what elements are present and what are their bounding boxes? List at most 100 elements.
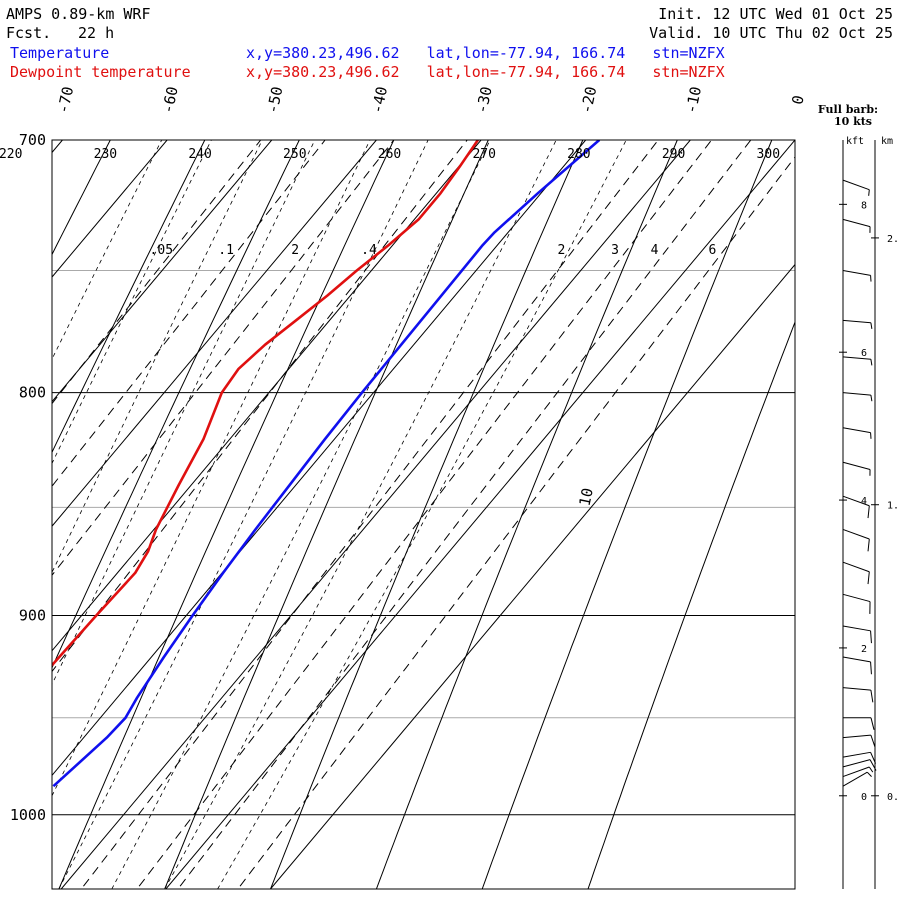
isotherm-label: -10 [682, 85, 705, 115]
legend-temperature-name: Temperature [10, 44, 109, 62]
mixing-ratio-label: .05 [150, 243, 173, 258]
dry-adiabat-label: 280 [567, 147, 590, 162]
isotherm-label: -30 [473, 85, 496, 115]
dry-adiabat [481, 140, 773, 889]
moist-adiabat [52, 140, 163, 360]
wind-barb [842, 734, 876, 747]
wind-barb [842, 593, 871, 614]
temperature-profile [52, 140, 601, 788]
isotherm-label: -70 [54, 85, 77, 115]
mixing-ratio-line [80, 140, 659, 889]
dry-adiabat-label: 220 [0, 147, 22, 162]
mixing-ratio-line [52, 140, 395, 577]
mixing-ratio-label: 3 [611, 243, 619, 258]
dry-adiabat-label: 230 [94, 147, 117, 162]
wind-barb [842, 771, 872, 787]
moist-adiabat [217, 140, 627, 889]
mixing-ratio-label: 2 [557, 243, 565, 258]
pressure-label: 900 [19, 607, 46, 625]
kft-axis-label: kft [846, 136, 864, 147]
dry-adiabat-label: 270 [472, 147, 495, 162]
forecast-hour: 22 h [78, 24, 114, 42]
wind-barbs [842, 179, 877, 787]
wind-barb [842, 427, 872, 439]
mixing-ratio-line [136, 140, 713, 889]
mixing-ratio-line [52, 140, 326, 487]
kft-tick-label: 0 [861, 792, 867, 803]
moist-adiabat [52, 140, 371, 797]
dry-adiabat-label: 260 [378, 147, 401, 162]
wind-barb [842, 625, 872, 644]
wind-barb [842, 528, 870, 552]
isotherm-label: -60 [159, 85, 182, 115]
kft-tick-label: 2 [861, 644, 867, 655]
dry-adiabat-label: 240 [188, 147, 211, 162]
wind-barb [842, 218, 871, 233]
valid-time: Valid. 10 UTC Thu 02 Oct 25 [649, 24, 893, 42]
barb-legend-speed: 10 kts [834, 115, 872, 128]
wind-barb [842, 561, 870, 585]
mixing-ratio-label: .4 [361, 243, 377, 258]
isotherm [60, 140, 691, 889]
dry-adiabat [375, 140, 678, 889]
isotherm [52, 140, 587, 777]
isotherm-label: 10 [576, 486, 597, 507]
wind-barb [842, 461, 871, 476]
dry-adiabat [0, 126, 23, 898]
plot-clip-group [0, 126, 795, 898]
mixing-ratio-label: .1 [218, 243, 234, 258]
diagram-area: 220 230 240 250 260 270 280 290 300 .05 .1 2 .4 2 3 4 6 [0, 126, 796, 898]
pressure-labels: 700 800 900 1000 [10, 131, 46, 824]
plot-frame [51, 139, 796, 890]
isotherm [52, 140, 377, 527]
moist-adiabat [58, 140, 429, 889]
dry-adiabat-label: 300 [757, 147, 780, 162]
forecast-label: Fcst. [6, 24, 51, 42]
wind-barb [842, 356, 873, 366]
kft-tick-label: 6 [861, 348, 867, 359]
legend-temperature-info: x,y=380.23,496.62 lat,lon=-77.94, 166.74… [246, 44, 725, 62]
wind-barb [842, 687, 874, 703]
pressure-label: 700 [19, 131, 46, 149]
isotherm-label: -20 [577, 85, 600, 115]
dry-adiabat [269, 140, 584, 889]
dry-adiabat-label: 250 [283, 147, 306, 162]
pressure-label: 800 [19, 384, 46, 402]
dry-adiabat-label: 290 [662, 147, 685, 162]
isotherm [52, 140, 168, 278]
dry-adiabat [52, 140, 206, 454]
dry-adiabat [58, 140, 395, 889]
isotherm-label: -50 [263, 85, 286, 115]
km-axis-label: km [881, 136, 893, 147]
isotherm [52, 140, 273, 403]
barb-legend-title: Full barb: [818, 103, 878, 116]
mixing-ratio-label: 2 [291, 243, 299, 258]
dry-adiabat [52, 140, 300, 669]
wind-barb [842, 495, 870, 519]
mixing-ratio-line [52, 140, 468, 673]
moist-adiabat [164, 140, 557, 889]
wind-barb [842, 656, 872, 675]
mixing-ratio-label: 6 [708, 243, 716, 258]
wind-barb [842, 319, 873, 329]
isotherm-label: -40 [368, 85, 391, 115]
wind-barb [842, 179, 870, 196]
km-tick-label: 0. [887, 792, 899, 803]
isotherm [52, 140, 482, 652]
legend-dewpoint-info: x,y=380.23,496.62 lat,lon=-77.94, 166.74… [246, 63, 725, 81]
kft-tick-label: 4 [861, 496, 867, 507]
mixing-ratio-label: 4 [651, 243, 659, 258]
init-time: Init. 12 UTC Wed 01 Oct 25 [658, 5, 893, 23]
kft-tick-label: 8 [861, 200, 867, 211]
height-axis: 8 6 4 2 0 2. 1. 0. [839, 140, 899, 889]
dewpoint-profile [52, 140, 479, 668]
km-tick-label: 2. [887, 234, 899, 245]
moist-adiabat [52, 140, 212, 465]
wind-barb [843, 717, 875, 730]
model-title: AMPS 0.89-km WRF [6, 5, 151, 23]
moist-adiabat [111, 140, 491, 889]
km-tick-label: 1. [887, 501, 899, 512]
isotherm-labels: -70 -60 -50 -40 -30 -20 -10 0 10 [54, 85, 808, 508]
wind-barb [842, 392, 873, 402]
